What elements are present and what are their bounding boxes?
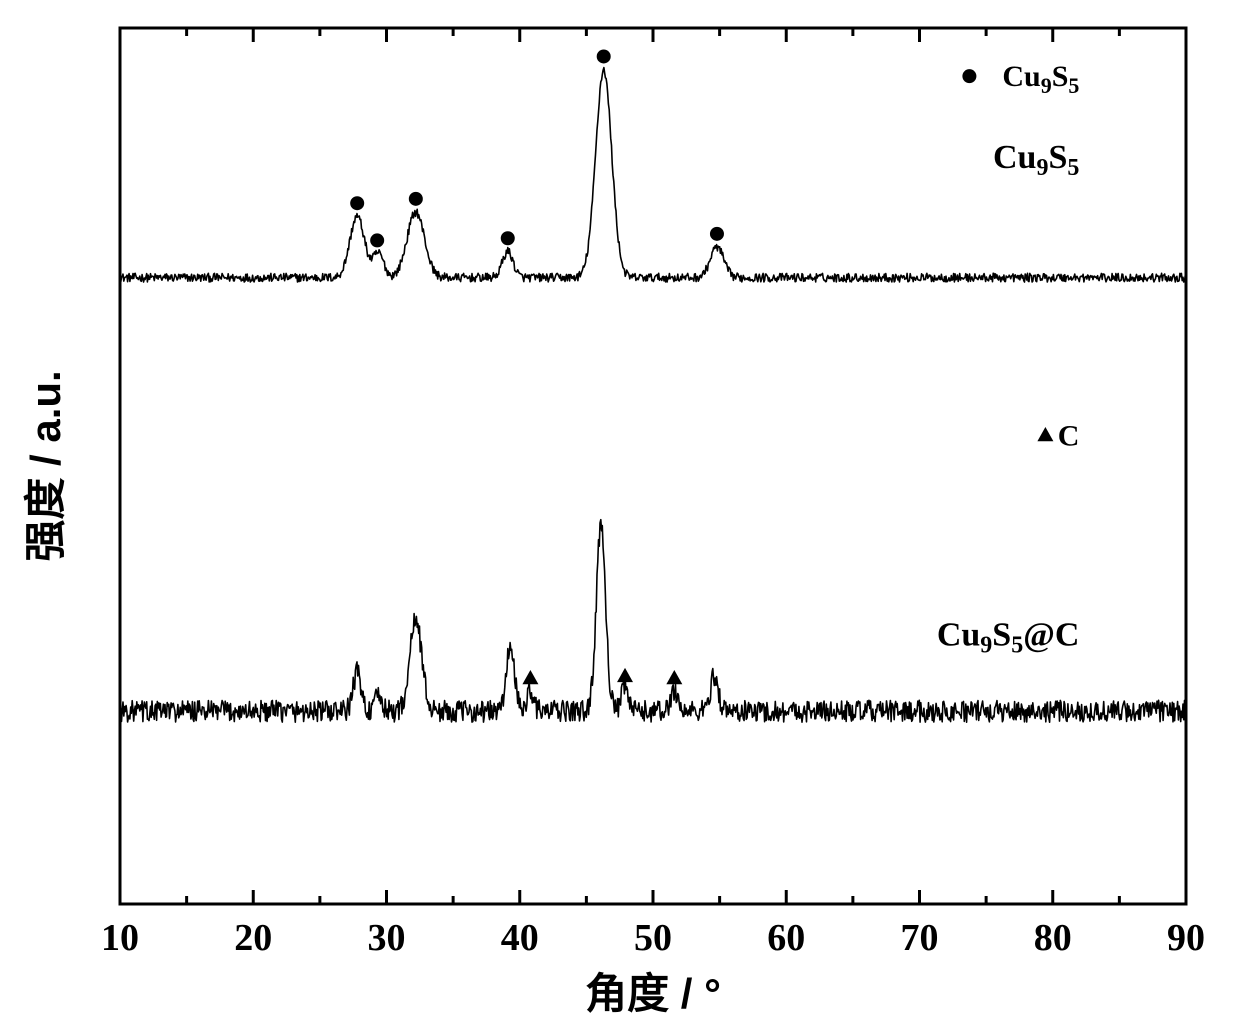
x-axis-label: 角度 / ° (585, 970, 721, 1017)
dot-marker-icon (501, 231, 515, 245)
x-tick-label: 40 (501, 917, 539, 959)
dot-marker-icon (409, 192, 423, 206)
xrd-chart-svg: 10 20 30 40 50 60 70 80 90 角度 / ° 强度 / a.u. Cu9S5 Cu… (0, 0, 1240, 1032)
x-tick-label: 90 (1167, 917, 1205, 959)
dot-marker-icon (370, 233, 384, 247)
dot-marker-icon (597, 49, 611, 63)
legend-label: C (1058, 419, 1080, 452)
x-tick-label: 30 (368, 917, 406, 959)
xrd-chart-root: 10 20 30 40 50 60 70 80 90 角度 / ° 强度 / a.u. Cu9S5 Cu… (0, 0, 1240, 1032)
series-label: Cu9S5 (993, 139, 1079, 181)
series-label: Cu9S5@C (937, 617, 1080, 659)
legend-dot-icon (962, 69, 976, 83)
x-tick-label: 50 (634, 917, 672, 959)
x-tick-label: 20 (234, 917, 272, 959)
y-axis-label: 强度 / a.u. (22, 370, 69, 561)
x-tick-label: 60 (767, 917, 805, 959)
x-tick-label: 10 (101, 917, 139, 959)
dot-marker-icon (710, 227, 724, 241)
x-tick-label: 80 (1034, 917, 1072, 959)
x-tick-label: 70 (901, 917, 939, 959)
dot-marker-icon (350, 196, 364, 210)
